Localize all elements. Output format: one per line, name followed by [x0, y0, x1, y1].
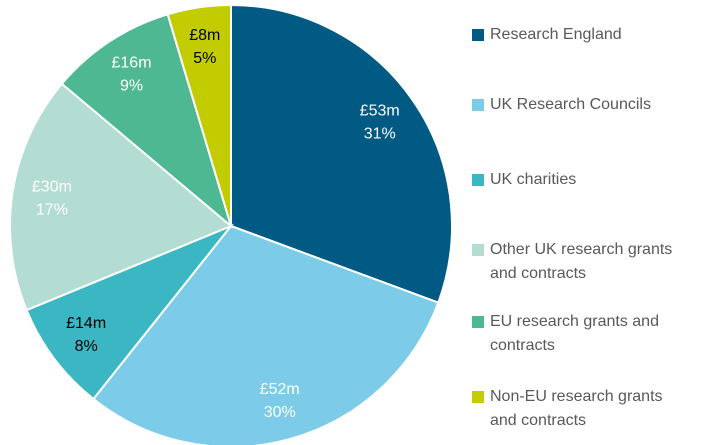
- legend-label: EU research grants and contracts: [490, 313, 659, 354]
- legend-label: Non-EU research grants and contracts: [490, 388, 663, 429]
- legend-swatch: [472, 316, 484, 328]
- pie-slice: [25, 223, 235, 401]
- legend-label: UK Research Councils: [490, 96, 651, 113]
- legend-item: Research England: [472, 23, 697, 47]
- legend-swatch: [472, 174, 484, 186]
- value-label: £16m: [112, 55, 152, 72]
- value-label: £53m: [360, 103, 400, 120]
- pie-slice: [9, 82, 233, 312]
- pie-slice: [166, 3, 232, 227]
- value-label: £52m: [260, 381, 300, 398]
- legend-swatch: [472, 29, 484, 41]
- pie: £53m 31% £52m 30% £14m 8% £30m 17% £16m 9% £8m 5%: [9, 3, 453, 445]
- legend-item: EU research grants and contracts: [472, 310, 697, 358]
- percentage-label: 30%: [264, 404, 296, 421]
- legend-swatch: [472, 244, 484, 256]
- value-label: £30m: [32, 178, 72, 195]
- legend-label: Other UK research grants and contracts: [490, 241, 673, 282]
- pie-slice: [230, 3, 453, 304]
- legend-item: Other UK research grants and contracts: [472, 238, 697, 286]
- percentage-label: 9%: [120, 78, 143, 95]
- value-label: £14m: [66, 315, 106, 332]
- legend-item: UK Research Councils: [472, 93, 697, 117]
- value-label: £8m: [189, 27, 220, 44]
- legend-label: Research England: [490, 26, 622, 43]
- legend-swatch: [472, 391, 484, 403]
- legend-label: UK charities: [490, 171, 577, 188]
- legend-item: Non-EU research grants and contracts: [472, 385, 697, 433]
- percentage-label: 5%: [193, 50, 216, 67]
- percentage-label: 17%: [36, 201, 68, 218]
- percentage-label: 8%: [75, 338, 98, 355]
- legend-swatch: [472, 99, 484, 111]
- pie-slice: [92, 224, 440, 445]
- legend-item: UK charities: [472, 168, 697, 192]
- percentage-label: 31%: [364, 126, 396, 143]
- pie-slice: [60, 13, 233, 229]
